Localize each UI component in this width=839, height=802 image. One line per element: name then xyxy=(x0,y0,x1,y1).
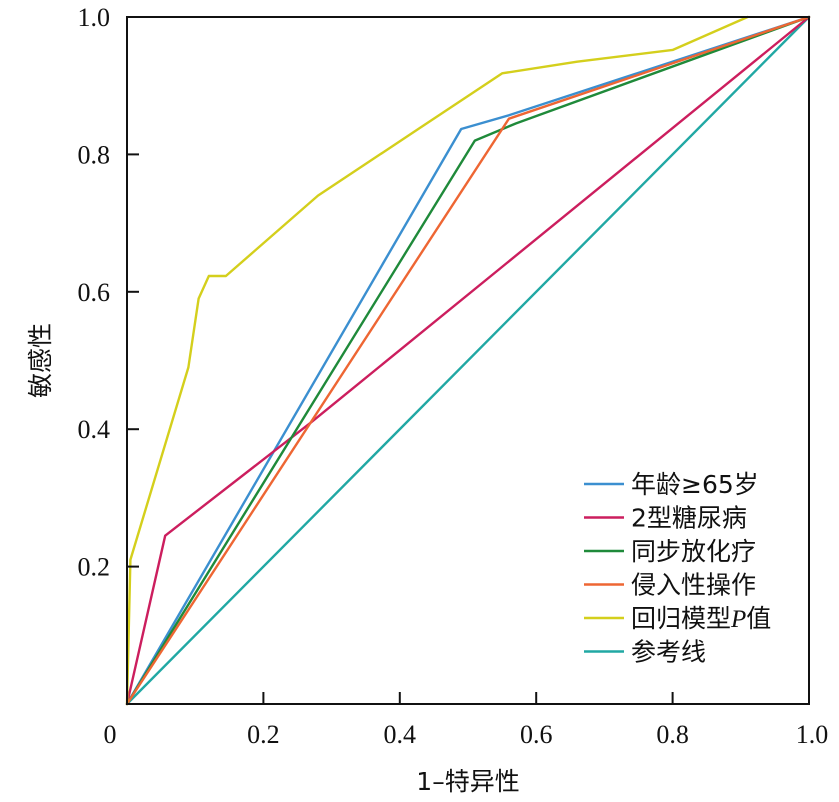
series-line-4 xyxy=(125,15,749,706)
legend-label-0: 年龄≥65岁 xyxy=(631,470,759,499)
y-tick-label-2: 0.6 xyxy=(78,278,111,307)
x-tick-label-0: 0 xyxy=(104,720,117,749)
series-line-1 xyxy=(125,15,811,706)
x-tick-label-1: 0.2 xyxy=(247,720,280,749)
legend-label-1: 2型糖尿病 xyxy=(631,504,747,533)
y-tick-label-0: 0.2 xyxy=(78,553,111,582)
legend-label-5: 参考线 xyxy=(631,638,706,667)
legend-label-2: 同步放化疗 xyxy=(631,537,756,566)
tick-labels-layer: 0 0.2 0.4 0.6 0.8 1.0 0.2 0.4 0.6 0.8 1.0 xyxy=(78,3,829,749)
x-tick-label-2: 0.4 xyxy=(384,720,417,749)
x-tick-label-3: 0.6 xyxy=(520,720,553,749)
y-tick-label-3: 0.8 xyxy=(78,140,111,169)
y-axis-title: 敏感性 xyxy=(26,323,55,398)
legend-label-4: 回归模型P值 xyxy=(631,604,771,633)
x-axis-title: 1–特异性 xyxy=(416,767,519,796)
series-line-0 xyxy=(125,15,811,706)
series-layer xyxy=(125,15,811,706)
series-line-5 xyxy=(125,15,811,706)
legend-label-3: 侵入性操作 xyxy=(631,571,756,600)
x-tick-label-4: 0.8 xyxy=(656,720,689,749)
series-line-2 xyxy=(125,15,811,706)
y-tick-label-1: 0.4 xyxy=(78,415,111,444)
series-line-3 xyxy=(125,15,811,706)
y-tick-label-4: 1.0 xyxy=(78,3,111,32)
x-tick-label-5: 1.0 xyxy=(796,720,829,749)
plot-frame xyxy=(126,16,810,705)
ticks-layer xyxy=(127,153,674,704)
